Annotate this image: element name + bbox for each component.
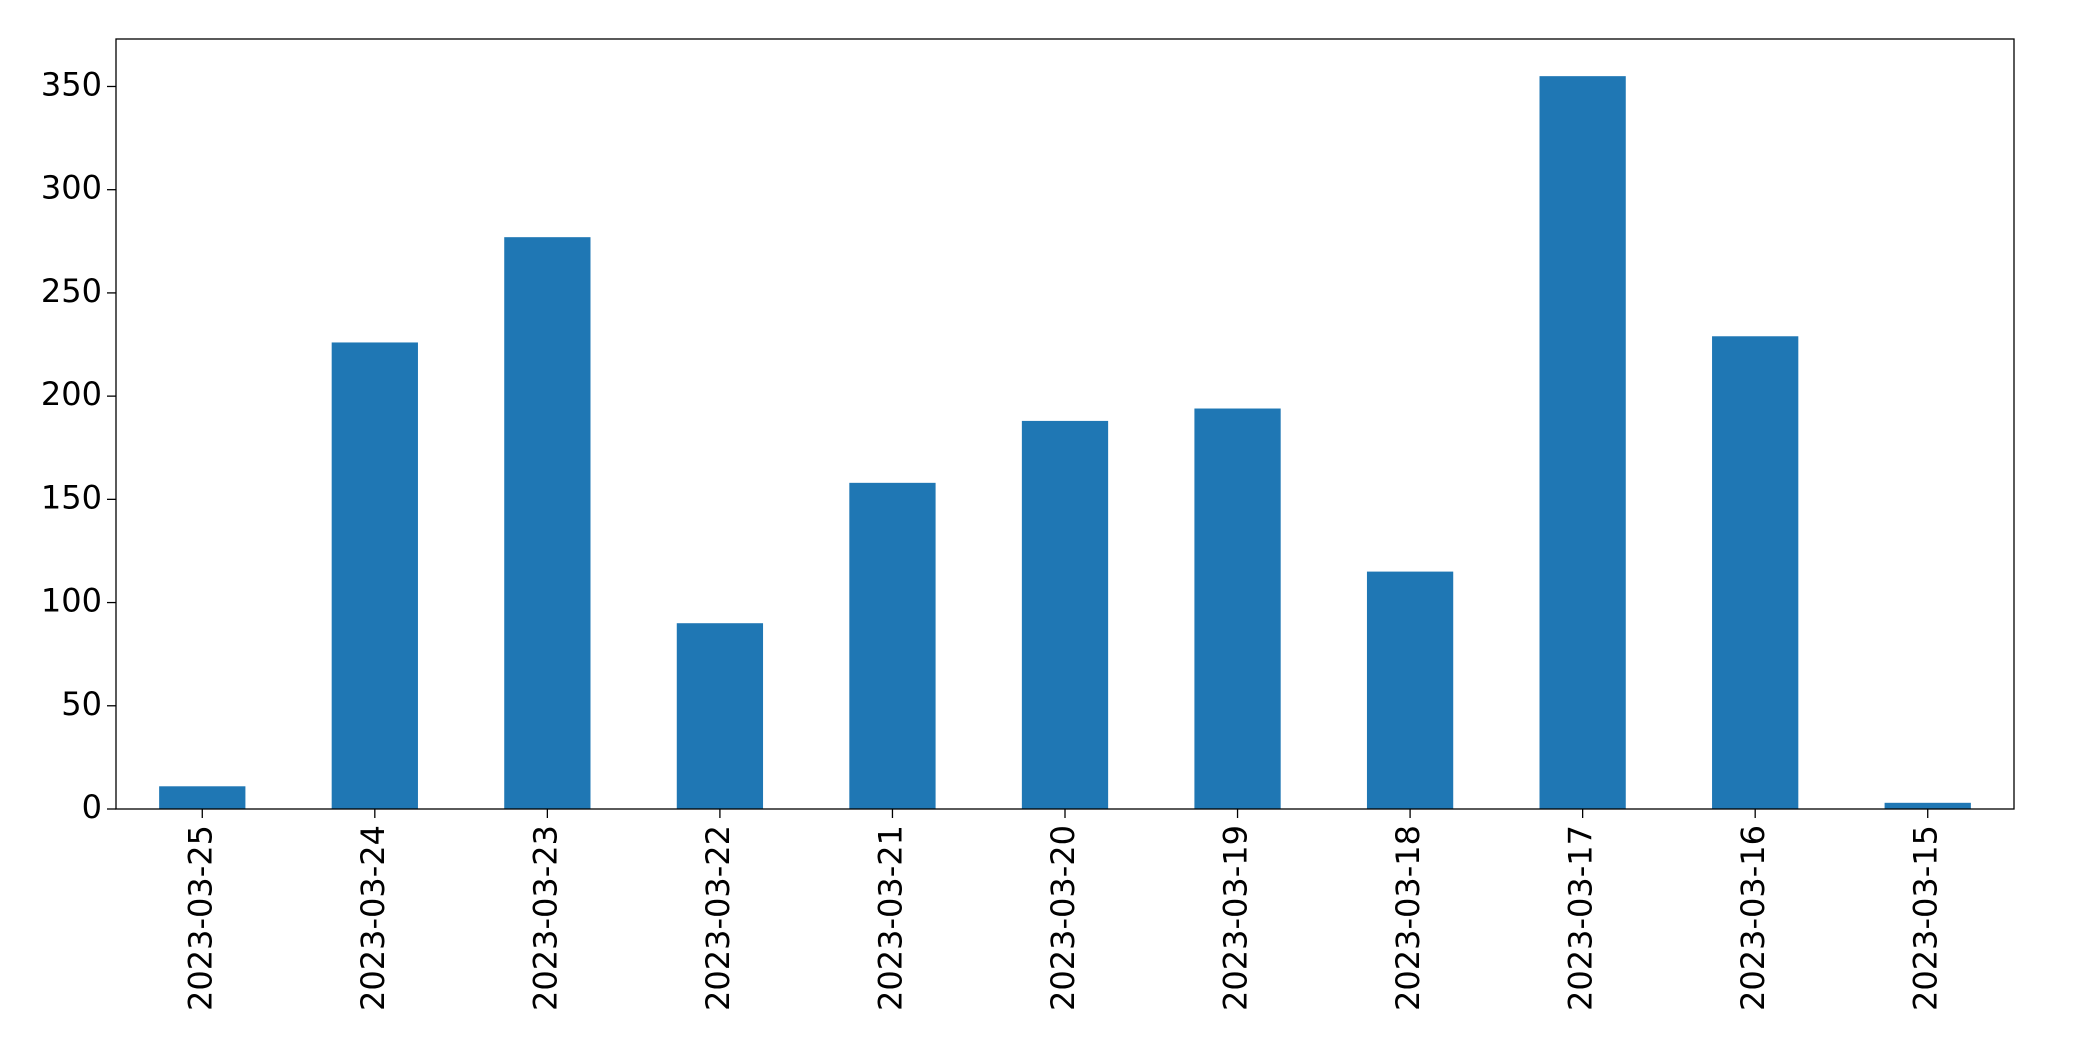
bar (1712, 336, 1799, 809)
bar (331, 342, 418, 809)
bar (504, 237, 591, 809)
x-tick-label: 2023-03-21 (871, 825, 909, 1011)
y-tick-label: 300 (41, 169, 102, 207)
x-tick-label: 2023-03-15 (1907, 825, 1945, 1011)
bar (1021, 420, 1109, 809)
y-tick-label: 100 (41, 582, 102, 620)
x-tick-label: 2023-03-17 (1562, 825, 1600, 1011)
bar (159, 786, 246, 809)
x-tick-label: 2023-03-23 (526, 825, 564, 1011)
bar (1366, 571, 1454, 809)
bar (849, 482, 936, 809)
y-tick-label: 250 (41, 272, 102, 310)
y-tick-label: 50 (61, 685, 102, 723)
bar (1884, 802, 1971, 809)
x-tick-label: 2023-03-16 (1734, 825, 1772, 1011)
bar (1539, 76, 1626, 809)
bar (1194, 408, 1281, 809)
y-tick-label: 0 (82, 788, 102, 826)
x-tick-label: 2023-03-25 (181, 825, 219, 1011)
x-tick-label: 2023-03-18 (1389, 825, 1427, 1011)
bar (676, 623, 764, 809)
x-tick-label: 2023-03-19 (1217, 825, 1255, 1011)
x-tick-label: 2023-03-24 (354, 825, 392, 1011)
y-tick-label: 350 (41, 65, 102, 103)
y-tick-label: 200 (41, 375, 102, 413)
x-tick-label: 2023-03-22 (699, 825, 737, 1011)
x-tick-label: 2023-03-20 (1044, 825, 1082, 1011)
plot-frame (115, 38, 2015, 810)
y-tick-label: 150 (41, 478, 102, 516)
